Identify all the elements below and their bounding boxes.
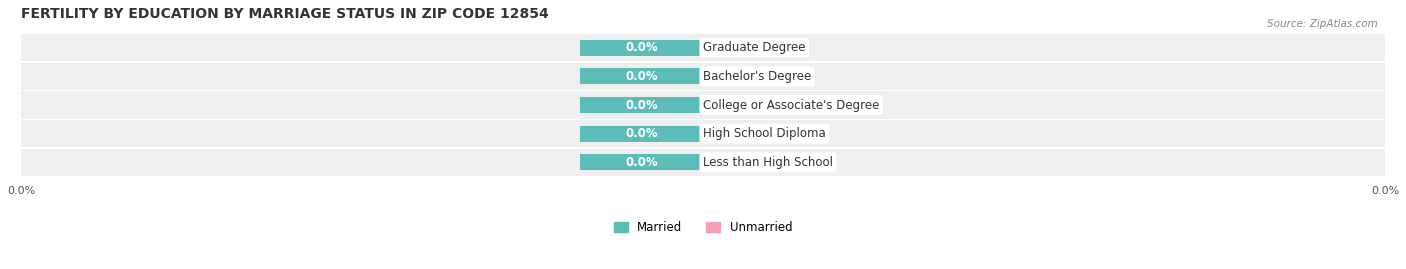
Bar	[581, 40, 703, 56]
Bar	[21, 63, 1385, 90]
Bar	[703, 154, 772, 170]
Bar	[703, 69, 772, 84]
Bar	[21, 120, 1385, 147]
Text: 0.0%: 0.0%	[626, 70, 658, 83]
Text: Graduate Degree: Graduate Degree	[703, 41, 806, 54]
Text: 0.0%: 0.0%	[626, 127, 658, 140]
Text: 0.0%: 0.0%	[626, 41, 658, 54]
Text: College or Associate's Degree: College or Associate's Degree	[703, 98, 879, 112]
Text: 0.0%: 0.0%	[721, 41, 754, 54]
Bar	[703, 97, 772, 113]
Bar	[703, 40, 772, 56]
Text: 0.0%: 0.0%	[721, 70, 754, 83]
Bar	[703, 126, 772, 141]
Text: 0.0%: 0.0%	[721, 156, 754, 169]
Legend: Married, Unmarried: Married, Unmarried	[609, 217, 797, 239]
Text: 0.0%: 0.0%	[721, 127, 754, 140]
Bar	[21, 91, 1385, 119]
Text: 0.0%: 0.0%	[626, 156, 658, 169]
Bar	[21, 34, 1385, 61]
Text: 0.0%: 0.0%	[626, 98, 658, 112]
Text: 0.0%: 0.0%	[721, 98, 754, 112]
Bar	[21, 149, 1385, 176]
Text: Bachelor's Degree: Bachelor's Degree	[703, 70, 811, 83]
Bar	[581, 154, 703, 170]
Text: Source: ZipAtlas.com: Source: ZipAtlas.com	[1267, 19, 1378, 29]
Bar	[581, 97, 703, 113]
Text: FERTILITY BY EDUCATION BY MARRIAGE STATUS IN ZIP CODE 12854: FERTILITY BY EDUCATION BY MARRIAGE STATU…	[21, 7, 548, 21]
Text: Less than High School: Less than High School	[703, 156, 832, 169]
Bar	[581, 69, 703, 84]
Text: High School Diploma: High School Diploma	[703, 127, 825, 140]
Bar	[581, 126, 703, 141]
